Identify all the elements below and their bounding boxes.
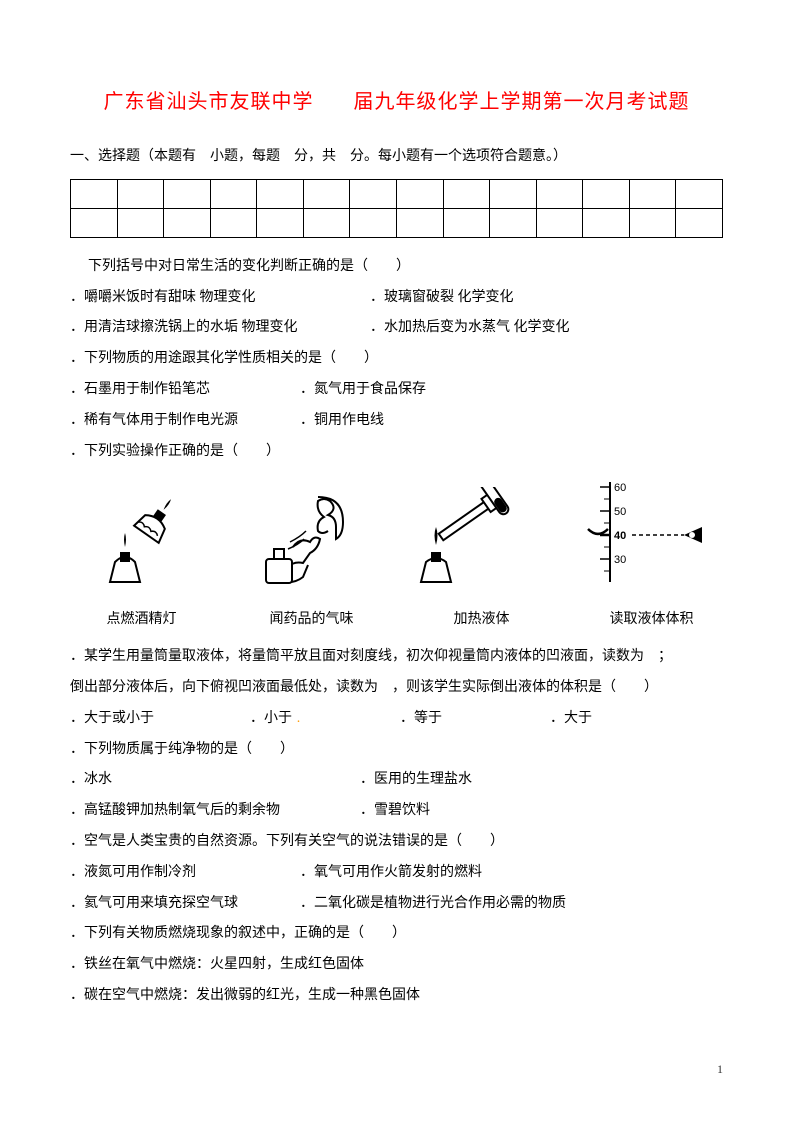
section1-heading: 一、选择题（本题有 小题，每题 分，共 分。每小题有一个选项符合题意。） xyxy=(70,142,723,173)
q3-stem: ．下列实验操作正确的是（ ） xyxy=(70,437,723,468)
q7-stem: ．下列有关物质燃烧现象的叙述中，正确的是（ ） xyxy=(70,919,723,950)
q7-option-b: ．碳在空气中燃烧：发出微弱的红光，生成一种黑色固体 xyxy=(70,981,723,1012)
q4-line1: ．某学生用量筒量取液体，将量筒平放且面对刻度线，初次仰视量筒内液体的凹液面，读数… xyxy=(70,642,723,673)
svg-text:50: 50 xyxy=(614,506,626,518)
q2-option-d: ．铜用作电线 xyxy=(300,406,384,437)
caption-d: 读取液体体积 xyxy=(587,605,717,636)
q4-option-c: ．等于 xyxy=(400,704,550,735)
q5-stem: ．下列物质属于纯净物的是（ ） xyxy=(70,735,723,766)
q4-line2: 倒出部分液体后，向下俯视凹液面最低处，读数为 ，则该学生实际倒出液体的体积是（ … xyxy=(70,673,723,704)
q5-option-c: ．高锰酸钾加热制氧气后的剩余物 xyxy=(70,796,360,827)
svg-text:60: 60 xyxy=(614,482,626,494)
q1-option-c: ．用清洁球擦洗锅上的水垢 物理变化 xyxy=(70,313,370,344)
q5-option-d: ．雪碧饮料 xyxy=(360,796,430,827)
q5-option-b: ．医用的生理盐水 xyxy=(360,765,472,796)
q5-option-a: ．冰水 xyxy=(70,765,360,796)
q6-option-c: ．氦气可用来填充探空气球 xyxy=(70,889,300,920)
figure-light-lamp xyxy=(90,497,200,587)
caption-a: 点燃酒精灯 xyxy=(77,605,207,636)
q2-option-b: ．氮气用于食品保存 xyxy=(300,375,426,406)
q1-option-a: ．嚼嚼米饭时有甜味 物理变化 xyxy=(70,283,370,314)
answer-grid xyxy=(70,179,723,238)
page-number: 1 xyxy=(717,1056,723,1082)
figure-row: 60 50 40 30 xyxy=(70,477,723,587)
q7-option-a: ．铁丝在氧气中燃烧：火星四射，生成红色固体 xyxy=(70,950,723,981)
q6-stem: ．空气是人类宝贵的自然资源。下列有关空气的说法错误的是（ ） xyxy=(70,827,723,858)
figure-smell xyxy=(248,487,358,587)
q4-option-d: ．大于 xyxy=(550,704,592,735)
svg-text:40: 40 xyxy=(614,530,626,542)
page-title: 广东省汕头市友联中学 届九年级化学上学期第一次月考试题 xyxy=(70,80,723,124)
q2-option-c: ．稀有气体用于制作电光源 xyxy=(70,406,300,437)
q6-option-b: ．氧气可用作火箭发射的燃料 xyxy=(300,858,482,889)
exam-page: 广东省汕头市友联中学 届九年级化学上学期第一次月考试题 一、选择题（本题有 小题… xyxy=(0,0,793,1122)
q4-option-a: ．大于或小于 xyxy=(70,704,250,735)
q1-option-d: ．水加热后变为水蒸气 化学变化 xyxy=(370,313,570,344)
q2-stem: ．下列物质的用途跟其化学性质相关的是（ ） xyxy=(70,344,723,375)
figure-captions: 点燃酒精灯 闻药品的气味 加热液体 读取液体体积 xyxy=(70,605,723,636)
figure-heat-liquid xyxy=(406,487,536,587)
q6-option-a: ．液氮可用作制冷剂 xyxy=(70,858,300,889)
svg-text:30: 30 xyxy=(614,554,626,566)
q4-option-b: ．小于 . xyxy=(250,704,400,735)
q2-option-a: ．石墨用于制作铅笔芯 xyxy=(70,375,300,406)
figure-read-volume: 60 50 40 30 xyxy=(584,477,704,587)
caption-b: 闻药品的气味 xyxy=(247,605,377,636)
q1-stem: 下列括号中对日常生活的变化判断正确的是（ ） xyxy=(88,252,723,283)
title-exam: 届九年级化学上学期第一次月考试题 xyxy=(354,91,690,113)
q6-option-d: ．二氧化碳是植物进行光合作用必需的物质 xyxy=(300,889,566,920)
q1-option-b: ．玻璃窗破裂 化学变化 xyxy=(370,283,514,314)
caption-c: 加热液体 xyxy=(417,605,547,636)
title-school: 广东省汕头市友联中学 xyxy=(104,91,314,113)
